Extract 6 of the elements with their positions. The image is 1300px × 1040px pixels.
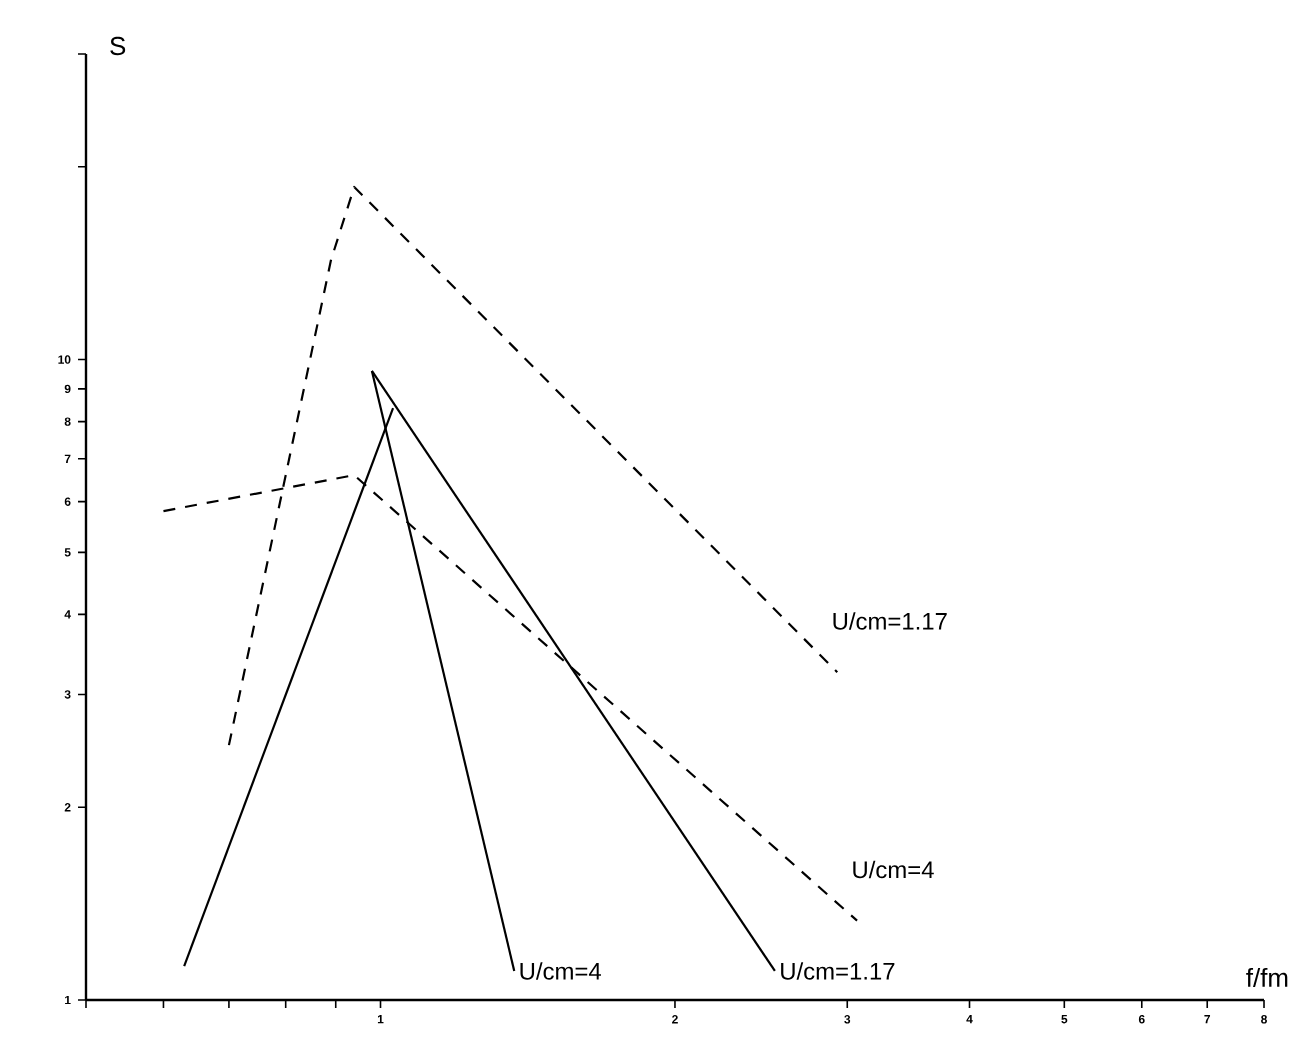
series-label: U/cm=4 [853,860,934,879]
y-axis-title: S [110,36,126,56]
series-label: U/cm=4 [520,962,601,980]
x-axis-title: f/fm [1246,967,1288,987]
series-label: U/cm=1.17 [833,612,947,630]
series-label: U/cm=1.17 [781,962,895,980]
